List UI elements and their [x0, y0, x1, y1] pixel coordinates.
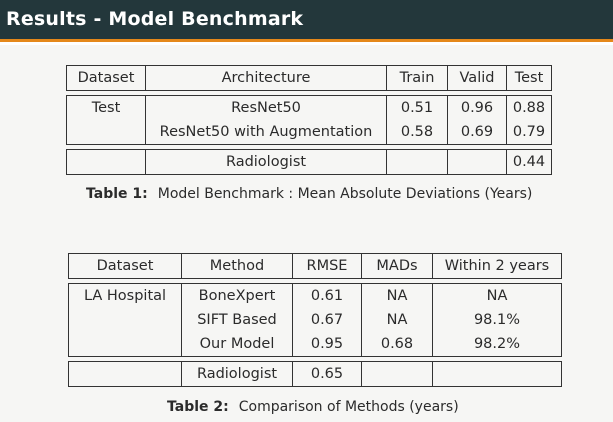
- table-cell: 0.69: [447, 120, 507, 145]
- slide-title: Results - Model Benchmark: [6, 8, 304, 30]
- table-cell: [432, 361, 562, 387]
- table-row: ResNet50 with Augmentation 0.58 0.69 0.7…: [66, 120, 552, 145]
- table-cell: 0.95: [292, 332, 362, 357]
- table-cell: 0.88: [506, 95, 552, 120]
- benchmark-table: Dataset Architecture Train Valid Test Te…: [66, 65, 552, 175]
- caption-text: Comparison of Methods (years): [238, 399, 459, 415]
- table-cell: 0.67: [292, 308, 362, 332]
- table-cell: LA Hospital: [68, 283, 182, 308]
- caption-text: Model Benchmark : Mean Absolute Deviatio…: [157, 186, 533, 202]
- table-cell: NA: [361, 283, 433, 308]
- table-header-row: Dataset Architecture Train Valid Test: [66, 65, 552, 91]
- comparison-table: Dataset Method RMSE MADs Within 2 years …: [68, 253, 562, 387]
- header-cell: Dataset: [66, 65, 146, 91]
- header-cell: RMSE: [292, 253, 362, 279]
- table-cell: 0.96: [447, 95, 507, 120]
- table-cell: 0.44: [506, 149, 552, 175]
- table-caption: Table 2: Comparison of Methods (years): [167, 399, 459, 415]
- table-cell: Our Model: [181, 332, 293, 357]
- table-cell: 0.68: [361, 332, 433, 357]
- table-cell: ResNet50: [145, 95, 387, 120]
- table-cell: 0.51: [386, 95, 448, 120]
- table-header-row: Dataset Method RMSE MADs Within 2 years: [68, 253, 562, 279]
- table-cell: Test: [66, 95, 146, 120]
- header-cell: Dataset: [68, 253, 182, 279]
- table-cell: 0.79: [506, 120, 552, 145]
- header-cell: Test: [506, 65, 552, 91]
- header-cell: MADs: [361, 253, 433, 279]
- table-cell: [66, 120, 146, 145]
- table-cell: NA: [432, 283, 562, 308]
- table-cell: [66, 149, 146, 175]
- table-row: LA Hospital BoneXpert 0.61 NA NA: [68, 283, 562, 308]
- table-footer-row: Radiologist 0.44: [66, 149, 552, 175]
- table-cell: NA: [361, 308, 433, 332]
- table-row: Our Model 0.95 0.68 98.2%: [68, 332, 562, 357]
- table-footer-row: Radiologist 0.65: [68, 361, 562, 387]
- table-cell: 98.1%: [432, 308, 562, 332]
- table-cell: [68, 332, 182, 357]
- header-cell: Architecture: [145, 65, 387, 91]
- table-cell: [447, 149, 507, 175]
- header-cell: Within 2 years: [432, 253, 562, 279]
- table-cell: 0.61: [292, 283, 362, 308]
- header-cell: Valid: [447, 65, 507, 91]
- caption-label: Table 2:: [167, 399, 229, 415]
- table-cell: 0.65: [292, 361, 362, 387]
- table-cell: BoneXpert: [181, 283, 293, 308]
- table-cell: ResNet50 with Augmentation: [145, 120, 387, 145]
- slide-title-bar: Results - Model Benchmark: [0, 0, 613, 42]
- table-cell: 98.2%: [432, 332, 562, 357]
- table-row: SIFT Based 0.67 NA 98.1%: [68, 308, 562, 332]
- table-cell: 0.58: [386, 120, 448, 145]
- table-cell: [68, 361, 182, 387]
- table-cell: [386, 149, 448, 175]
- table-cell: Radiologist: [181, 361, 293, 387]
- header-cell: Train: [386, 65, 448, 91]
- table-cell: Radiologist: [145, 149, 387, 175]
- slide-content: Dataset Architecture Train Valid Test Te…: [0, 45, 613, 422]
- table-row: Test ResNet50 0.51 0.96 0.88: [66, 95, 552, 120]
- table-caption: Table 1: Model Benchmark : Mean Absolute …: [86, 186, 532, 202]
- table-cell: [68, 308, 182, 332]
- table-cell: [361, 361, 433, 387]
- caption-label: Table 1:: [86, 186, 148, 202]
- header-cell: Method: [181, 253, 293, 279]
- table-cell: SIFT Based: [181, 308, 293, 332]
